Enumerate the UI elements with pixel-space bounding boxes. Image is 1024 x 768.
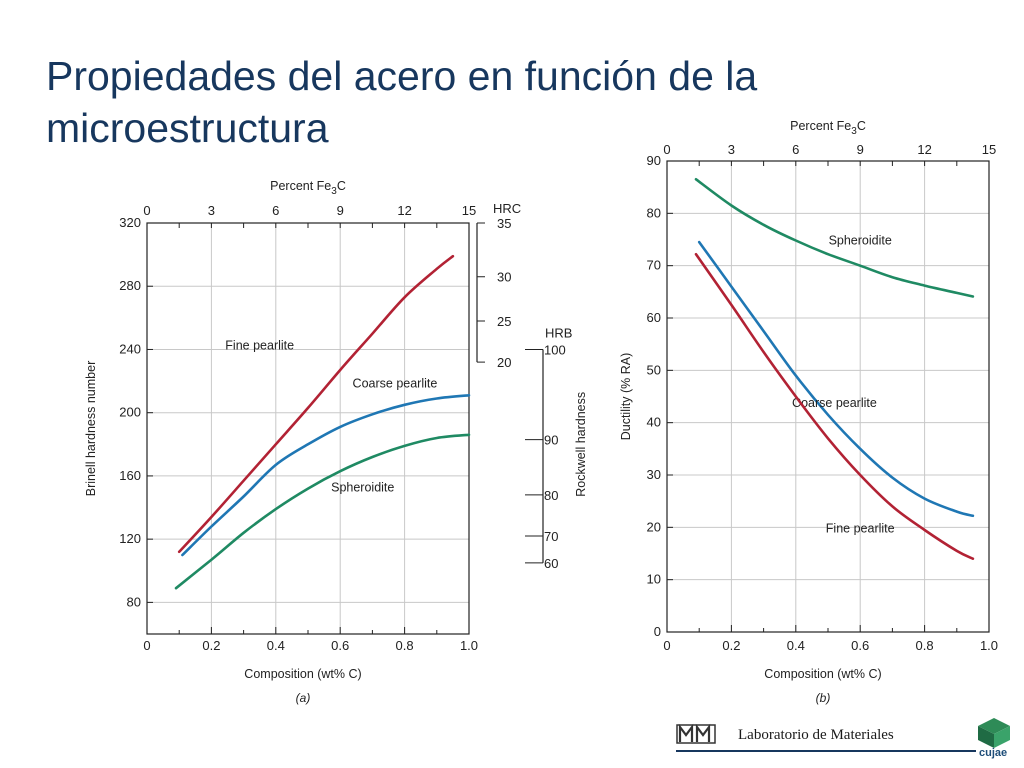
top-tick-label: 12: [917, 142, 931, 157]
x-tick-label: 0: [663, 638, 670, 653]
y-tick-label: 80: [647, 205, 661, 220]
y-tick-label: 240: [119, 341, 141, 356]
top-tick-label: 0: [143, 203, 150, 218]
series-line-coarse-pearlite: [697, 240, 975, 518]
y-tick-label: 0: [654, 624, 661, 639]
top-tick-label: 15: [982, 142, 996, 157]
series-label: Spheroidite: [331, 481, 394, 495]
top-tick-label: 6: [792, 142, 799, 157]
x-tick-label: 0.8: [396, 638, 414, 653]
series-line-spheroidite: [174, 433, 471, 590]
hrb-tick-label: 60: [544, 556, 558, 571]
series-line-fine-pearlite: [694, 252, 975, 560]
series-label: Fine pearlite: [225, 338, 294, 352]
series-line-coarse-pearlite: [181, 394, 471, 557]
top-tick-label: 0: [663, 142, 670, 157]
series-line-spheroidite: [694, 178, 975, 298]
top-tick-label: 15: [462, 203, 476, 218]
y-tick-label: 160: [119, 468, 141, 483]
x-tick-label: 0.4: [267, 638, 285, 653]
x-tick-label: 0.8: [916, 638, 934, 653]
y-tick-label: 320: [119, 215, 141, 230]
top-tick-label: 9: [337, 203, 344, 218]
top-tick-label: 9: [857, 142, 864, 157]
hrc-tick-label: 30: [497, 270, 511, 285]
y-tick-label: 280: [119, 278, 141, 293]
series-label: Coarse pearlite: [353, 376, 438, 390]
y-tick-label: 90: [647, 153, 661, 168]
university-logo-icon: [978, 718, 1010, 748]
y-tick-label: 50: [647, 362, 661, 377]
y-tick-label: 20: [647, 519, 661, 534]
hrb-tick-label: 70: [544, 529, 558, 544]
x-tick-label: 0.2: [202, 638, 220, 653]
y-tick-label: 60: [647, 310, 661, 325]
lab-name: Laboratorio de Materiales: [738, 727, 894, 743]
x-tick-label: 0.6: [851, 638, 869, 653]
footer-divider: [676, 750, 976, 752]
y-tick-label: 120: [119, 531, 141, 546]
panel-label: (a): [296, 691, 311, 705]
lab-logo-icon: [676, 723, 716, 744]
grid: [147, 223, 469, 634]
top-tick-label: 3: [728, 142, 735, 157]
hrb-tick-label: 90: [544, 433, 558, 448]
series-label: Coarse pearlite: [792, 396, 877, 410]
hrc-tick-label: 35: [497, 216, 511, 231]
hrb-tick-label: 80: [544, 488, 558, 503]
top-axis-title: Percent Fe3C: [790, 119, 866, 137]
university-name: cujae: [979, 747, 1008, 759]
slide-title: Propiedades del acero en función de la m…: [46, 53, 758, 151]
top-tick-label: 6: [272, 203, 279, 218]
hrc-tick-label: 25: [497, 314, 511, 329]
hrb-tick-label: 100: [544, 342, 566, 357]
y-tick-label: 80: [127, 594, 141, 609]
panel-label: (b): [816, 691, 831, 705]
y-tick-label: 10: [647, 572, 661, 587]
x-tick-label: 0.6: [331, 638, 349, 653]
rockwell-axis-title: Rockwell hardness: [574, 392, 588, 497]
x-tick-label: 0.2: [722, 638, 740, 653]
x-axis-title: Composition (wt% C): [764, 667, 881, 681]
x-tick-label: 1.0: [460, 638, 478, 653]
y-tick-label: 70: [647, 258, 661, 273]
top-tick-label: 12: [397, 203, 411, 218]
series-label: Spheroidite: [829, 234, 892, 248]
y-axis-title: Brinell hardness number: [84, 361, 98, 497]
y-tick-label: 200: [119, 405, 141, 420]
hrc-axis-title: HRC: [493, 201, 521, 216]
top-tick-label: 3: [208, 203, 215, 218]
y-tick-label: 40: [647, 415, 661, 430]
series-line-fine-pearlite: [177, 254, 455, 554]
x-tick-label: 0: [143, 638, 150, 653]
series-label: Fine pearlite: [826, 522, 895, 536]
x-tick-label: 0.4: [787, 638, 805, 653]
y-axis-title: Ductility (% RA): [619, 353, 633, 441]
hrb-axis-title: HRB: [545, 325, 572, 340]
y-tick-label: 30: [647, 467, 661, 482]
top-axis-title: Percent Fe3C: [270, 179, 346, 197]
hrc-tick-label: 20: [497, 355, 511, 370]
x-tick-label: 1.0: [980, 638, 998, 653]
x-axis-title: Composition (wt% C): [244, 667, 361, 681]
